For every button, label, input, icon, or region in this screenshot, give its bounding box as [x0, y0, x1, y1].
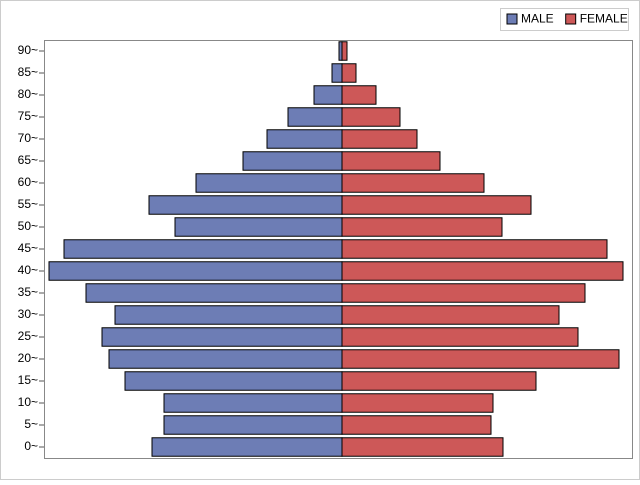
bar	[341, 217, 503, 237]
bar	[266, 129, 343, 149]
bar	[148, 195, 343, 215]
y-tick-label: 30~	[18, 307, 38, 321]
bar	[341, 415, 492, 435]
bar	[341, 173, 485, 193]
bar	[48, 261, 343, 281]
legend-swatch	[565, 13, 577, 25]
bar	[341, 129, 418, 149]
y-tick-label: 15~	[18, 373, 38, 387]
bar	[195, 173, 343, 193]
bar	[163, 393, 343, 413]
bar	[174, 217, 343, 237]
bar	[341, 327, 579, 347]
bar	[85, 283, 343, 303]
bar	[341, 41, 348, 61]
bar	[341, 107, 401, 127]
legend-label: FEMALE	[580, 12, 628, 26]
bar	[101, 327, 343, 347]
bar	[341, 371, 537, 391]
bar	[341, 437, 504, 457]
y-tick-label: 35~	[18, 285, 38, 299]
bar	[63, 239, 343, 259]
bar	[341, 239, 608, 259]
y-tick-label: 50~	[18, 219, 38, 233]
bar	[114, 305, 343, 325]
y-tick-label: 80~	[18, 87, 38, 101]
legend	[500, 8, 629, 31]
bar	[341, 349, 620, 369]
y-tick-label: 55~	[18, 197, 38, 211]
bar	[341, 283, 586, 303]
y-tick-label: 85~	[18, 65, 38, 79]
bar	[341, 85, 377, 105]
legend-swatch	[506, 13, 518, 25]
y-tick-label: 90~	[18, 43, 38, 57]
y-tick-label: 5~	[24, 417, 38, 431]
y-tick-label: 0~	[24, 439, 38, 453]
bar	[341, 393, 494, 413]
y-tick-label: 75~	[18, 109, 38, 123]
bar	[341, 305, 560, 325]
bar	[287, 107, 343, 127]
y-tick-label: 65~	[18, 153, 38, 167]
bar	[341, 261, 624, 281]
bar	[341, 195, 532, 215]
bar	[341, 63, 357, 83]
bar	[163, 415, 343, 435]
bar	[108, 349, 343, 369]
y-tick-label: 40~	[18, 263, 38, 277]
y-tick-label: 20~	[18, 351, 38, 365]
bar	[151, 437, 343, 457]
bar	[341, 151, 441, 171]
bar	[331, 63, 343, 83]
y-tick-label: 70~	[18, 131, 38, 145]
y-tick-label: 25~	[18, 329, 38, 343]
legend-label: MALE	[521, 12, 554, 26]
y-tick-label: 60~	[18, 175, 38, 189]
bar	[124, 371, 343, 391]
bar	[313, 85, 343, 105]
y-tick-label: 10~	[18, 395, 38, 409]
bar	[242, 151, 343, 171]
y-tick-label: 45~	[18, 241, 38, 255]
